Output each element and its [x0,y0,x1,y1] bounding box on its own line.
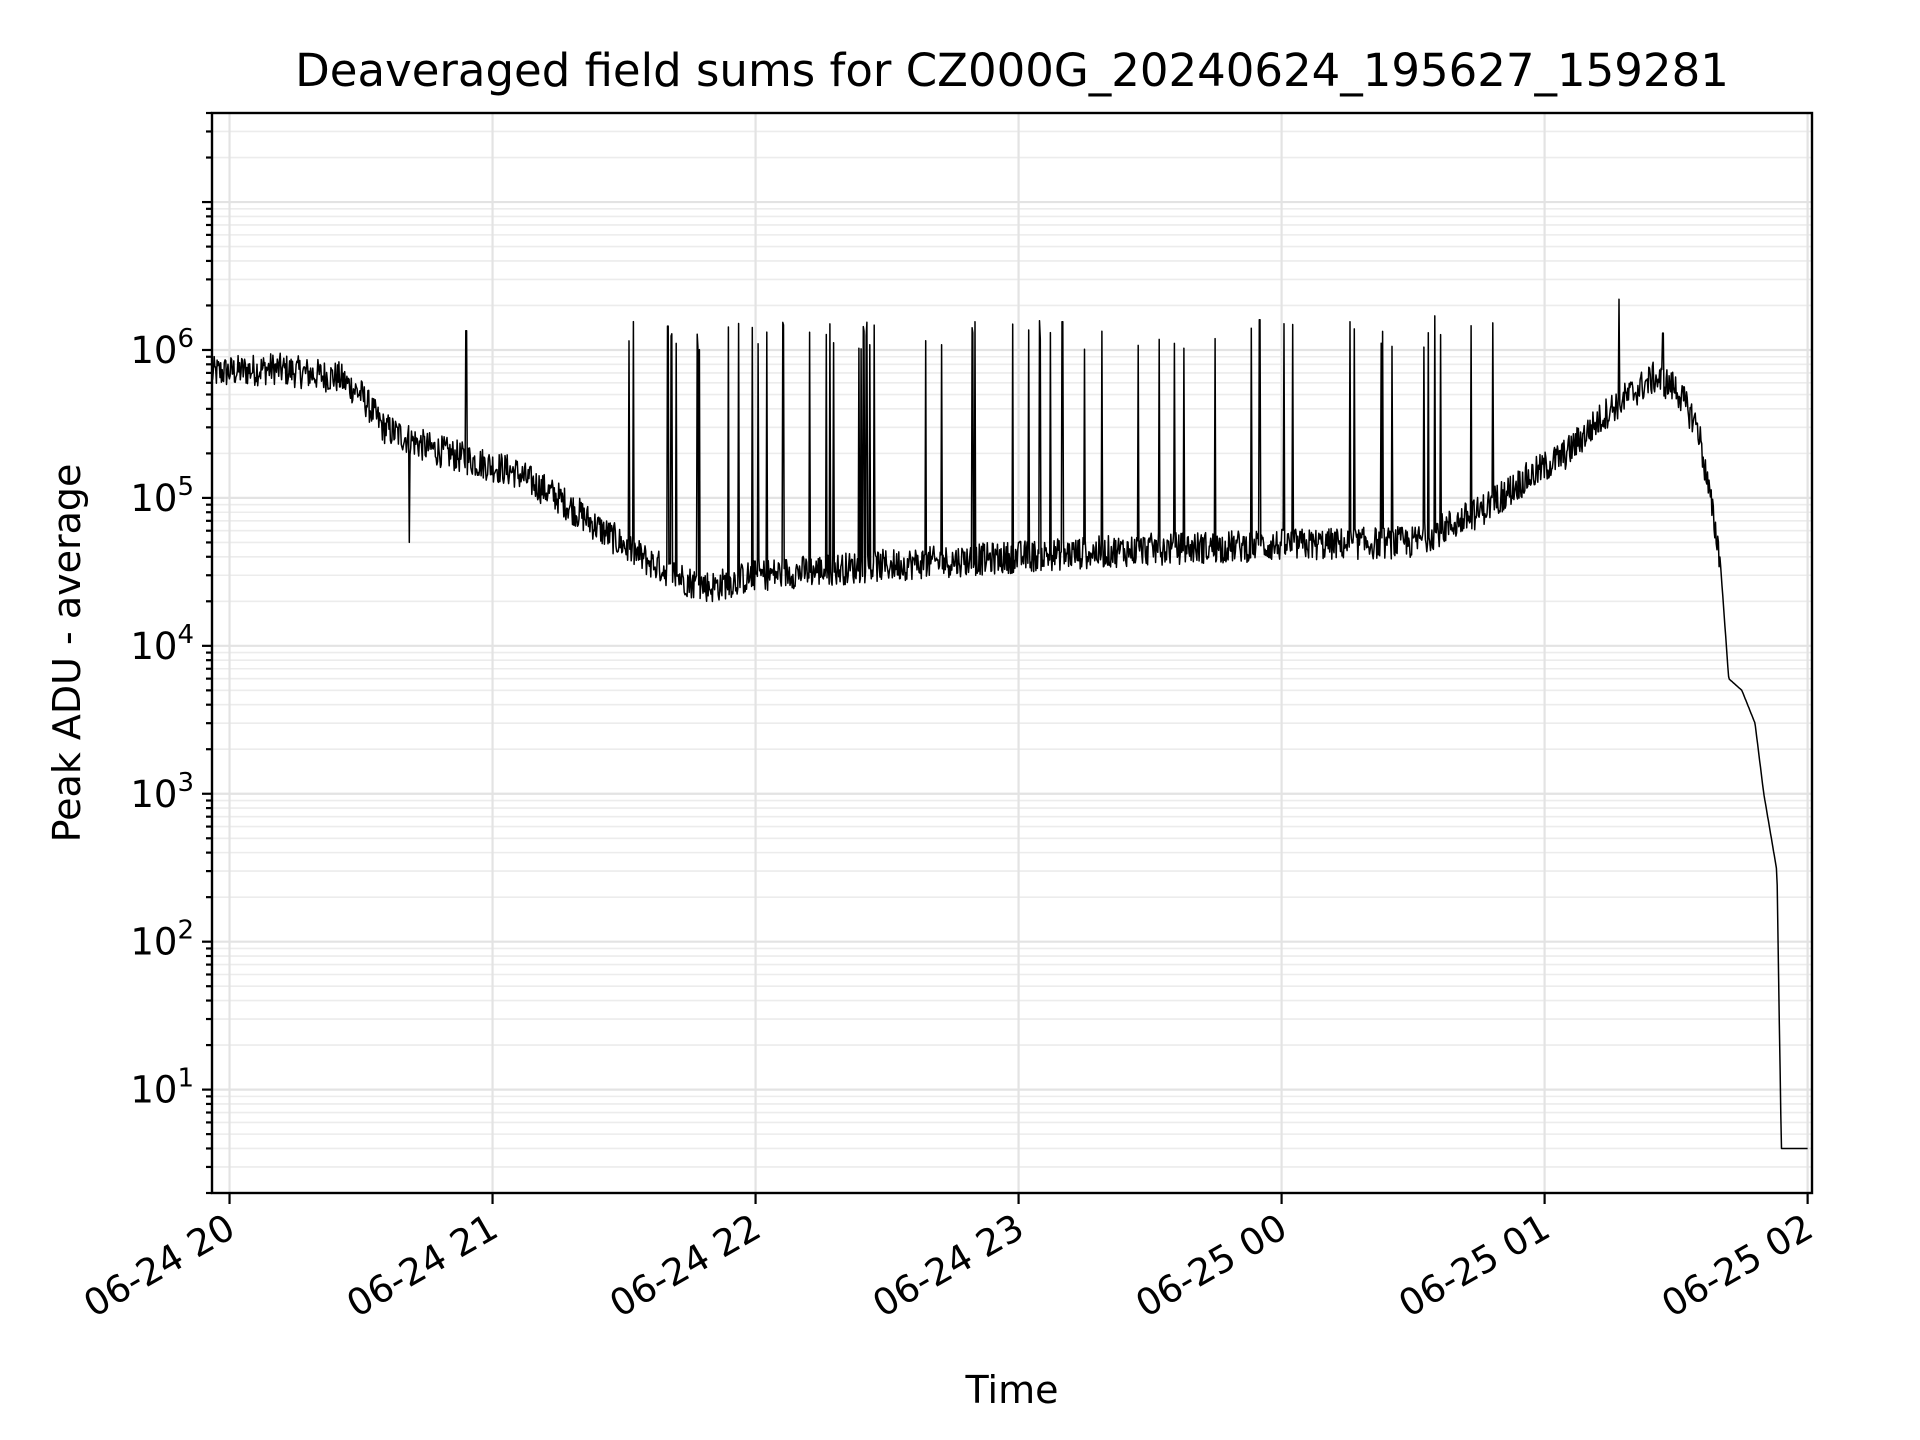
y-tick-label: 104 [130,620,194,668]
series-layer [211,298,1808,1150]
x-tick-label: 06-24 22 [602,1206,768,1326]
data-line [211,298,1808,1150]
x-tick-label: 06-25 01 [1392,1206,1558,1326]
x-axis-label: Time [965,1368,1059,1412]
y-tick-label: 101 [130,1064,194,1112]
chart-title: Deaveraged field sums for CZ000G_2024062… [295,44,1729,97]
x-tick-label: 06-25 02 [1655,1206,1821,1326]
grid-layer [212,112,1812,1194]
y-axis-label: Peak ADU - average [45,464,89,843]
y-tick-label: 102 [130,916,194,964]
x-tick-label: 06-24 23 [866,1206,1032,1326]
y-tick-label: 105 [130,472,194,520]
x-tick-label: 06-24 20 [76,1206,242,1326]
x-tick-label: 06-24 21 [339,1206,505,1326]
y-tick-label: 103 [130,768,194,816]
x-tick-label: 06-25 00 [1129,1206,1295,1326]
y-tick-label: 106 [130,324,194,372]
tick-layer: 101 102 103 104 105 106 06-24 20 06-24 21 06-24 … [76,111,1821,1326]
